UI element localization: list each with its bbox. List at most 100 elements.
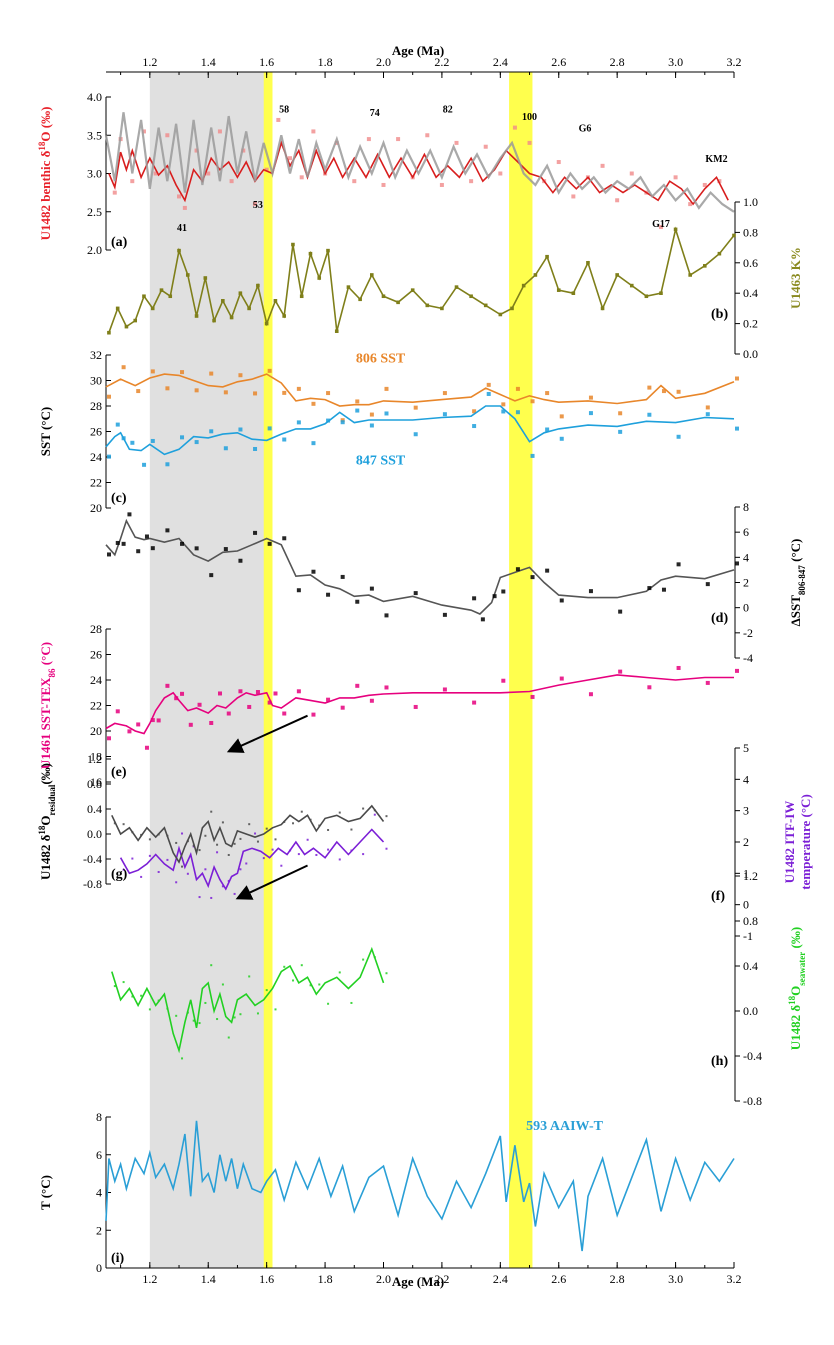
- data-point: [442, 391, 447, 396]
- data-point: [673, 175, 678, 180]
- data-point: [362, 958, 365, 961]
- data-point: [217, 129, 222, 134]
- data-point: [600, 163, 605, 168]
- y-axis-title: U1482 ITF-IWtemperature (°C): [782, 794, 813, 890]
- data-point: [381, 294, 386, 299]
- y-tick-label: 8: [96, 1110, 102, 1124]
- data-point: [174, 696, 179, 701]
- data-point: [600, 306, 605, 311]
- y-axis-title-part: residual: [47, 784, 57, 815]
- data-point: [717, 179, 722, 184]
- data-point: [515, 386, 520, 391]
- y-tick-label: 20: [90, 724, 102, 738]
- y-tick-label: 0.2: [743, 317, 758, 331]
- y-tick-label: 2: [96, 1223, 102, 1237]
- y-tick-label: 0: [743, 898, 749, 912]
- data-point: [396, 137, 401, 142]
- data-point: [358, 297, 362, 302]
- data-point: [122, 868, 125, 871]
- data-point: [483, 303, 488, 308]
- y-tick-label: 0.6: [743, 256, 758, 270]
- data-point: [410, 288, 415, 292]
- data-point: [197, 702, 202, 707]
- y-tick-label: 20: [90, 501, 102, 515]
- data-point: [256, 840, 259, 843]
- data-point: [276, 117, 281, 122]
- data-point: [271, 848, 274, 851]
- data-point: [253, 391, 258, 396]
- data-point: [238, 689, 243, 694]
- data-point: [306, 838, 309, 841]
- panel-d: -4 -2 0 2 4 6 8 (d) ΔSST806-847 (°C): [105, 500, 807, 665]
- data-point: [221, 821, 224, 824]
- y-tick-label: 0.8: [743, 225, 758, 239]
- data-point: [168, 294, 173, 299]
- data-point: [253, 446, 258, 451]
- data-point: [188, 722, 193, 727]
- data-point: [115, 709, 120, 714]
- trend-arrow: [235, 864, 308, 900]
- y-tick-label: 0: [96, 1261, 102, 1275]
- event-annotation: 41: [177, 223, 187, 234]
- data-point: [350, 1001, 353, 1004]
- event-annotation: 100: [522, 112, 537, 123]
- data-point: [413, 704, 418, 709]
- data-point: [238, 373, 243, 378]
- y-tick-label: 28: [90, 622, 102, 636]
- data-point: [142, 294, 146, 299]
- data-point: [311, 712, 316, 717]
- data-point: [385, 972, 388, 975]
- data-point: [647, 385, 652, 390]
- data-point: [326, 697, 331, 702]
- data-point: [326, 391, 331, 396]
- y-axis-title-line: U1482 ITF-IW: [782, 801, 797, 884]
- y-tick-label: 0.0: [743, 1004, 758, 1018]
- series-label: 806 SST: [356, 352, 406, 367]
- series-line-d: [105, 518, 735, 615]
- data-point: [705, 582, 710, 587]
- data-point: [165, 386, 170, 391]
- data-point: [442, 412, 447, 417]
- y-axis-title-part: (°C): [38, 642, 53, 669]
- data-point: [107, 736, 111, 741]
- data-point: [217, 691, 222, 696]
- data-point: [413, 432, 418, 437]
- data-point: [454, 140, 459, 145]
- data-point: [661, 587, 666, 592]
- data-point: [326, 418, 331, 423]
- data-point: [355, 599, 360, 604]
- panels: 2.02.53.03.54.0(a)U1482 benthic δ18O (‰)…: [37, 90, 813, 1275]
- panel-letter: (e): [111, 765, 127, 780]
- data-point: [296, 588, 301, 593]
- data-point: [233, 892, 236, 895]
- y-tick-label: -0.4: [743, 1049, 762, 1063]
- data-point: [227, 853, 230, 856]
- data-point: [326, 248, 330, 253]
- data-point: [166, 858, 169, 861]
- data-point: [186, 1011, 189, 1014]
- data-point: [308, 251, 313, 256]
- data-point: [545, 568, 550, 573]
- y-tick-label: 1.0: [743, 195, 758, 209]
- data-point: [216, 1018, 219, 1021]
- data-point: [256, 283, 260, 288]
- data-point: [165, 683, 170, 688]
- data-point: [273, 299, 278, 303]
- x-tick-label-bottom: 1.4: [201, 1272, 216, 1286]
- data-point: [227, 1036, 230, 1039]
- data-point: [194, 546, 199, 551]
- y-tick-label: 16: [90, 775, 102, 789]
- data-point: [644, 294, 649, 299]
- data-point: [283, 820, 286, 823]
- data-point: [121, 541, 126, 546]
- y-axis-title: U1463 K%: [788, 247, 803, 309]
- data-point: [216, 851, 219, 854]
- data-point: [647, 586, 652, 591]
- data-point: [618, 669, 623, 674]
- data-point: [113, 985, 116, 988]
- data-point: [107, 454, 111, 459]
- data-point: [204, 834, 207, 837]
- data-point: [530, 694, 535, 699]
- data-point: [203, 276, 208, 280]
- series-label: 593 AAIW-T: [526, 1119, 604, 1134]
